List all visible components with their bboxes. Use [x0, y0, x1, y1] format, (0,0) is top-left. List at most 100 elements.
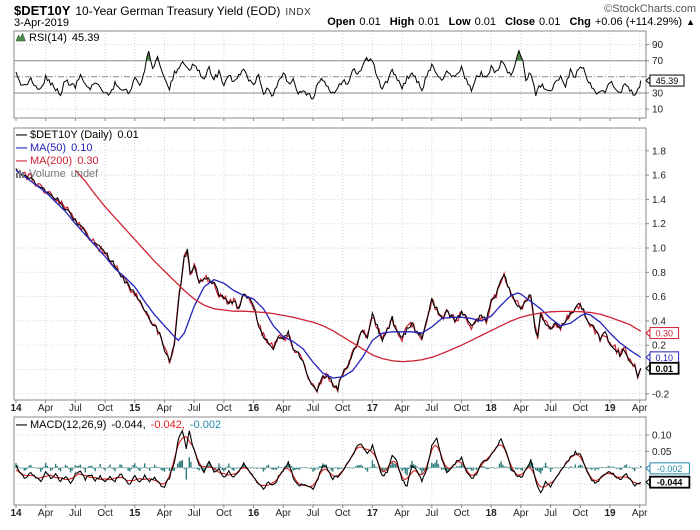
macd-histogram-bar [251, 466, 253, 468]
price-axis-label: 1.0 [652, 244, 666, 255]
macd-histogram-bar [469, 467, 471, 469]
macd-histogram-bar [142, 467, 144, 468]
macd-histogram-bar [358, 465, 360, 468]
macd-histogram-bar [470, 467, 473, 471]
macd-histogram-bar [56, 466, 58, 468]
macd-histogram-bar [101, 467, 103, 469]
macd-histogram-bar [300, 467, 303, 468]
value-box-text: -0.044 [657, 478, 683, 488]
macd-histogram-bar [597, 467, 600, 470]
macd-histogram-bar [507, 466, 509, 468]
x-axis-label: Oct [216, 508, 232, 519]
x-axis-label: Jul [188, 508, 201, 519]
macd-histogram-bar [61, 467, 63, 468]
macd-histogram-bar [33, 467, 35, 468]
macd-histogram-bar [74, 464, 77, 468]
x-axis-label: Apr [394, 403, 410, 414]
macd-histogram-bar [347, 467, 349, 468]
macd-histogram-bar [383, 467, 385, 472]
macd-histogram-bar [119, 464, 121, 468]
macd-histogram-bar [162, 467, 164, 471]
macd-histogram-bar [130, 467, 133, 470]
change-label: Chg [569, 16, 591, 28]
macd-histogram-bar [226, 466, 228, 468]
quote-date: 3-Apr-2019 [14, 17, 70, 29]
macd-histogram-bar [556, 467, 558, 469]
price-axis-label: 1.6 [652, 171, 666, 182]
macd-histogram-bar [49, 467, 52, 471]
price-axis-label: 1.8 [652, 146, 666, 157]
macd-histogram-bar [317, 467, 319, 470]
macd-histogram-bar [25, 467, 27, 471]
macd-histogram-bar [404, 467, 407, 474]
x-axis-label: Jul [544, 403, 557, 414]
macd-histogram-bar [203, 467, 205, 474]
macd-histogram-bar [282, 467, 284, 469]
price-panel-border [13, 127, 647, 401]
x-axis-label: 15 [129, 403, 141, 414]
macd-histogram-bar [622, 467, 624, 468]
macd-histogram-bar [170, 467, 172, 469]
macd-histogram-bar [459, 465, 461, 468]
macd-histogram-bar [342, 467, 344, 469]
macd-histogram-bar [332, 467, 334, 472]
macd-histogram-bar [231, 467, 233, 470]
macd-histogram-bar [173, 467, 176, 471]
macd-histogram-bar [629, 466, 631, 468]
macd-histogram-bar [18, 467, 20, 469]
macd-histogram-bar [525, 467, 527, 469]
macd-histogram-bar [393, 463, 395, 468]
macd-histogram-bar [183, 467, 185, 470]
ma-200--line [74, 169, 642, 363]
macd-histogram-bar [81, 467, 83, 468]
macd-histogram-bar [83, 467, 85, 469]
macd-histogram-bar [23, 467, 25, 471]
macd-histogram-bar [87, 466, 90, 468]
macd-panel-border [13, 416, 647, 506]
rsi-line [15, 49, 642, 100]
macd-histogram-bar [150, 467, 152, 468]
macd-histogram-bar [147, 467, 149, 469]
ma50-legend: — MA(50) 0.10 [16, 142, 139, 155]
macd-histogram-bar [492, 467, 494, 468]
macd-histogram-bar [89, 465, 91, 468]
price-legend-value: 0.01 [117, 129, 139, 141]
macd-histogram-bar [208, 461, 210, 468]
copyright-link[interactable]: ©StockCharts.com [604, 3, 696, 15]
x-axis-label: Jul [307, 403, 320, 414]
price-swatch: — [16, 129, 27, 141]
price-legend: — $DET10Y (Daily) 0.01 [16, 129, 139, 142]
price-down-bars [15, 168, 642, 394]
macd-histogram-bar [375, 466, 377, 468]
macd-histogram-bar [538, 467, 540, 473]
macd-histogram-bar [498, 463, 501, 468]
macd-histogram-bar [549, 467, 552, 472]
macd-histogram-bar [442, 467, 444, 469]
macd-histogram-bar [144, 463, 146, 468]
macd-histogram-bar [274, 467, 276, 470]
change-value: +0.06 (+114.29%) [594, 16, 683, 28]
macd-histogram-bar [68, 467, 70, 469]
rsi-legend-label: RSI(14) [29, 32, 67, 44]
macd-axis-label: 0.05 [652, 447, 672, 458]
macd-histogram-bar [351, 467, 354, 469]
macd-histogram-bar [198, 467, 200, 471]
x-axis-label: Oct [335, 403, 351, 414]
macd-histogram-bar [145, 467, 148, 468]
macd-histogram-bar [272, 467, 275, 470]
ma-50--line [15, 169, 642, 379]
macd-histogram-bar [64, 464, 67, 468]
macd-histogram-bar [487, 467, 489, 470]
macd-histogram-bar [59, 467, 62, 472]
macd-histogram-bar [394, 463, 397, 468]
rsi-axis-label: 10 [652, 105, 664, 116]
macd-histogram-bar [216, 467, 218, 468]
macd-histogram-bar [97, 467, 100, 469]
macd-histogram-bar [134, 463, 136, 468]
macd-histogram-bar [115, 467, 118, 469]
rsi-axis-label: 70 [652, 56, 664, 67]
ma200-legend-value: 0.30 [77, 155, 99, 167]
macd-histogram-bar [99, 463, 101, 468]
macd-histogram-bar [185, 467, 187, 480]
macd-histogram-bar [495, 467, 497, 469]
